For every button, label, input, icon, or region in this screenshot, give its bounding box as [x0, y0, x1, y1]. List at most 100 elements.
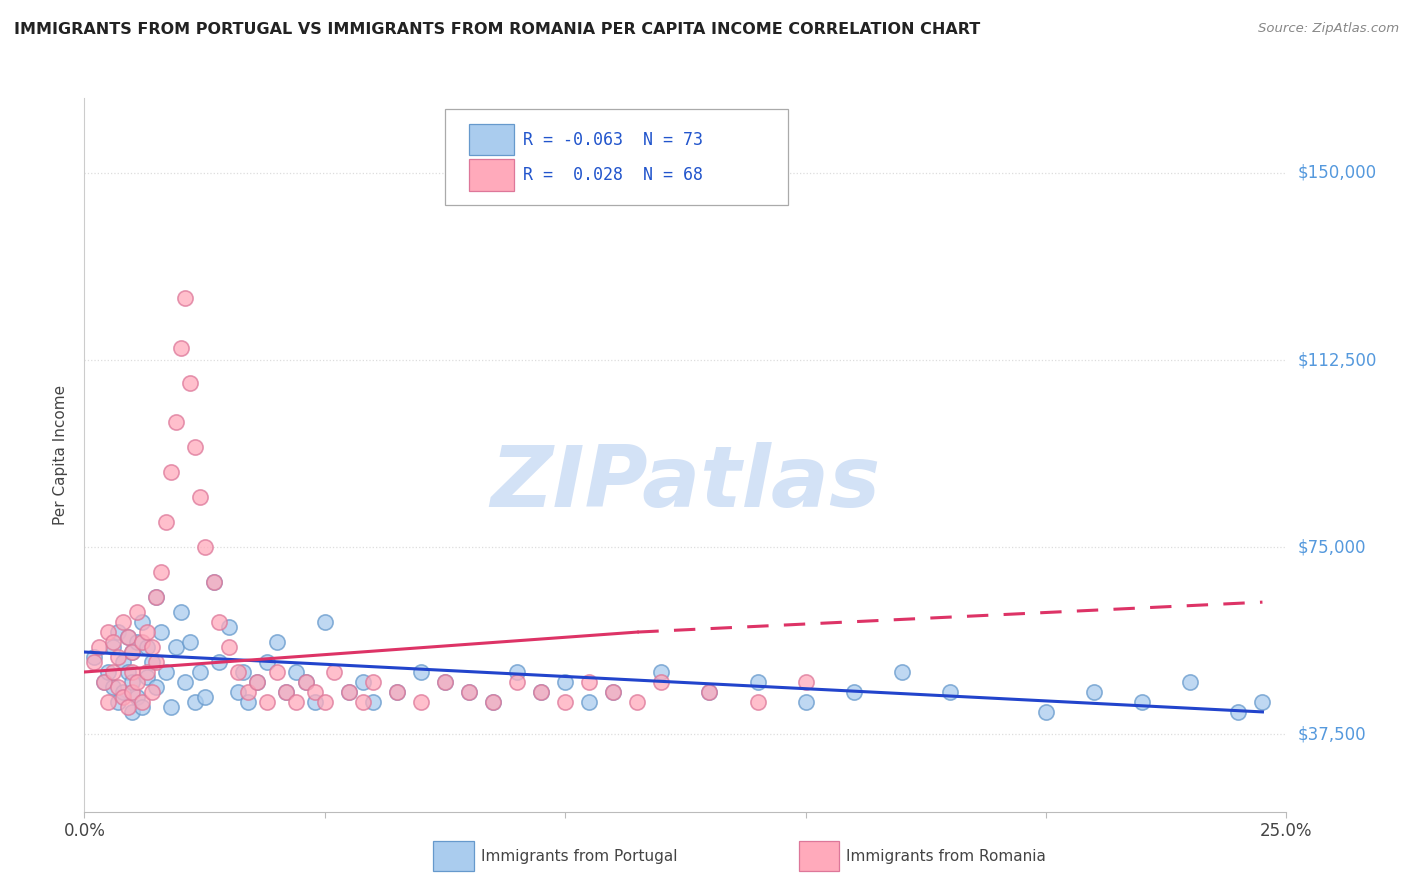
Point [294, 675, 316, 690]
Point [890, 665, 912, 679]
Point [184, 695, 207, 709]
Point [103, 680, 125, 694]
Point [155, 665, 177, 679]
Point [1227, 705, 1250, 719]
Point [202, 575, 225, 590]
Point [1251, 695, 1274, 709]
Point [121, 645, 143, 659]
Point [83, 655, 105, 669]
Point [482, 695, 505, 709]
Point [174, 291, 197, 305]
Point [226, 665, 249, 679]
Point [103, 640, 125, 654]
Point [747, 695, 769, 709]
Point [236, 685, 259, 699]
Point [97, 625, 120, 640]
Point [135, 625, 157, 640]
Point [208, 655, 231, 669]
Point [93, 675, 115, 690]
Point [169, 341, 191, 355]
Point [174, 675, 197, 690]
Point [266, 635, 288, 649]
Point [256, 655, 278, 669]
Point [409, 695, 432, 709]
Point [194, 540, 217, 554]
Point [337, 685, 360, 699]
Point [107, 680, 129, 694]
Point [236, 695, 259, 709]
Point [121, 705, 143, 719]
Point [127, 605, 149, 619]
Point [314, 695, 336, 709]
Point [602, 685, 624, 699]
Point [699, 685, 721, 699]
Point [165, 416, 187, 430]
Point [747, 675, 769, 690]
Text: $37,500: $37,500 [1298, 725, 1367, 743]
Point [650, 675, 672, 690]
Point [226, 685, 249, 699]
Point [409, 665, 432, 679]
Point [794, 675, 817, 690]
Point [294, 675, 316, 690]
Point [111, 615, 134, 629]
Point [385, 685, 408, 699]
Point [246, 675, 269, 690]
Point [482, 695, 505, 709]
Point [352, 695, 374, 709]
Point [117, 700, 139, 714]
Point [107, 625, 129, 640]
Point [202, 575, 225, 590]
Point [179, 635, 201, 649]
Point [188, 491, 211, 505]
Point [1083, 685, 1105, 699]
Point [103, 635, 125, 649]
Point [218, 640, 240, 654]
Point [160, 466, 183, 480]
Point [626, 695, 648, 709]
Point [117, 630, 139, 644]
Point [314, 615, 336, 629]
Point [337, 685, 360, 699]
Point [232, 665, 254, 679]
Point [188, 665, 211, 679]
Point [256, 695, 278, 709]
Point [117, 665, 139, 679]
Point [135, 670, 157, 684]
Point [602, 685, 624, 699]
Point [361, 695, 384, 709]
Point [103, 665, 125, 679]
Point [304, 685, 326, 699]
Point [131, 635, 153, 649]
FancyBboxPatch shape [470, 160, 513, 191]
FancyBboxPatch shape [470, 124, 513, 155]
Text: Immigrants from Portugal: Immigrants from Portugal [481, 849, 678, 863]
Point [385, 685, 408, 699]
Point [434, 675, 457, 690]
Point [1180, 675, 1202, 690]
Point [276, 685, 298, 699]
Point [361, 675, 384, 690]
Point [121, 685, 143, 699]
Y-axis label: Per Capita Income: Per Capita Income [53, 384, 69, 525]
Point [145, 680, 167, 694]
Point [93, 675, 115, 690]
Point [304, 695, 326, 709]
Point [131, 700, 153, 714]
Point [842, 685, 865, 699]
Point [530, 685, 553, 699]
Point [121, 665, 143, 679]
Point [145, 655, 167, 669]
Point [169, 605, 191, 619]
Point [127, 675, 149, 690]
Point [117, 630, 139, 644]
Point [141, 655, 163, 669]
Point [150, 565, 173, 579]
Point [184, 441, 207, 455]
Text: $75,000: $75,000 [1298, 538, 1367, 557]
Point [165, 640, 187, 654]
Point [155, 516, 177, 530]
Text: ZIPatlas: ZIPatlas [491, 442, 880, 525]
Point [323, 665, 346, 679]
Point [127, 690, 149, 704]
